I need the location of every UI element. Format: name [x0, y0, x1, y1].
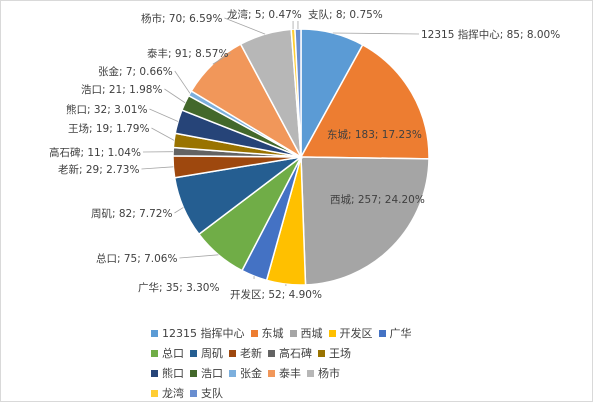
- legend-label: 周矶: [201, 345, 223, 361]
- legend-swatch: [229, 370, 236, 377]
- legend-item: 泰丰: [268, 365, 301, 381]
- legend-row: 龙湾 支队: [151, 383, 491, 403]
- legend-swatch: [151, 390, 158, 397]
- legend-swatch: [251, 330, 258, 337]
- legend-label: 开发区: [340, 325, 373, 341]
- legend-swatch: [268, 350, 275, 357]
- legend-swatch: [379, 330, 386, 337]
- leader-line: [141, 167, 173, 169]
- legend-item: 老新: [229, 345, 262, 361]
- legend-item: 王场: [318, 345, 351, 361]
- slice-data-label: 王场; 19; 1.79%: [68, 122, 149, 135]
- legend-label: 杨市: [318, 365, 340, 381]
- legend-label: 东城: [262, 325, 284, 341]
- slice-data-label: 龙湾; 5; 0.47%: [227, 8, 302, 21]
- legend-item: 浩口: [190, 365, 223, 381]
- slice-data-label: 泰丰; 91; 8.57%: [147, 47, 228, 60]
- leader-line: [174, 207, 183, 213]
- legend-item: 12315 指挥中心: [151, 325, 245, 341]
- legend-row: 12315 指挥中心 东城 西城 开发区 广华: [151, 323, 491, 343]
- legend-label: 西城: [301, 325, 323, 341]
- legend-item: 东城: [251, 325, 284, 341]
- legend-swatch: [268, 370, 275, 377]
- slice-data-label: 开发区; 52; 4.90%: [230, 288, 322, 301]
- legend-item: 熊口: [151, 365, 184, 381]
- legend-row: 熊口 浩口 张金 泰丰 杨市: [151, 363, 491, 383]
- legend-label: 熊口: [162, 365, 184, 381]
- legend: 12315 指挥中心 东城 西城 开发区 广华总口 周矶 老新 高石碑 王场熊口 浩口 张金 泰丰 杨市…: [151, 323, 491, 403]
- legend-swatch: [290, 330, 297, 337]
- legend-item: 总口: [151, 345, 184, 361]
- legend-label: 张金: [240, 365, 262, 381]
- legend-item: 张金: [229, 365, 262, 381]
- legend-item: 高石碑: [268, 345, 312, 361]
- legend-swatch: [151, 370, 158, 377]
- pie-slice: [301, 157, 429, 285]
- legend-swatch: [307, 370, 314, 377]
- legend-label: 广华: [390, 325, 412, 341]
- slice-data-label: 高石碑; 11; 1.04%: [49, 146, 141, 159]
- legend-label: 总口: [162, 345, 184, 361]
- leader-line: [151, 128, 174, 140]
- legend-swatch: [229, 350, 236, 357]
- leader-line: [164, 89, 185, 103]
- slice-data-label: 总口; 75; 7.06%: [96, 252, 177, 265]
- slice-data-label: 支队; 8; 0.75%: [308, 8, 383, 21]
- legend-label: 支队: [201, 385, 223, 401]
- legend-item: 周矶: [190, 345, 223, 361]
- legend-swatch: [190, 390, 197, 397]
- leader-line: [149, 109, 178, 122]
- legend-swatch: [190, 350, 197, 357]
- legend-label: 王场: [329, 345, 351, 361]
- legend-swatch: [151, 350, 158, 357]
- slice-data-label: 周矶; 82; 7.72%: [91, 208, 172, 220]
- slice-data-label: 广华; 35; 3.30%: [138, 281, 219, 294]
- slice-data-label: 杨市; 70; 6.59%: [141, 12, 222, 25]
- legend-swatch: [329, 330, 336, 337]
- legend-label: 泰丰: [279, 365, 301, 381]
- slice-data-label: 老新; 29; 2.73%: [58, 163, 139, 176]
- legend-item: 龙湾: [151, 385, 184, 401]
- legend-swatch: [190, 370, 197, 377]
- legend-item: 广华: [379, 325, 412, 341]
- legend-item: 开发区: [329, 325, 373, 341]
- legend-swatch: [151, 330, 158, 337]
- legend-label: 高石碑: [279, 345, 312, 361]
- legend-item: 支队: [190, 385, 223, 401]
- legend-swatch: [318, 350, 325, 357]
- legend-label: 老新: [240, 345, 262, 361]
- legend-label: 浩口: [201, 365, 223, 381]
- legend-item: 西城: [290, 325, 323, 341]
- slice-data-label: 张金; 7; 0.66%: [98, 65, 173, 78]
- slice-data-label: 12315 指挥中心; 85; 8.00%: [421, 28, 560, 41]
- leader-line: [333, 33, 419, 34]
- slice-data-label: 熊口; 32; 3.01%: [66, 103, 147, 116]
- legend-label: 12315 指挥中心: [162, 325, 245, 341]
- leader-line: [179, 255, 218, 258]
- slice-data-label: 东城; 183; 17.23%: [327, 128, 422, 141]
- legend-item: 杨市: [307, 365, 340, 381]
- slice-data-label: 浩口; 21; 1.98%: [81, 84, 162, 96]
- leader-line: [175, 71, 190, 93]
- legend-label: 龙湾: [162, 385, 184, 401]
- slice-data-label: 西城; 257; 24.20%: [330, 194, 425, 206]
- legend-row: 总口 周矶 老新 高石碑 王场: [151, 343, 491, 363]
